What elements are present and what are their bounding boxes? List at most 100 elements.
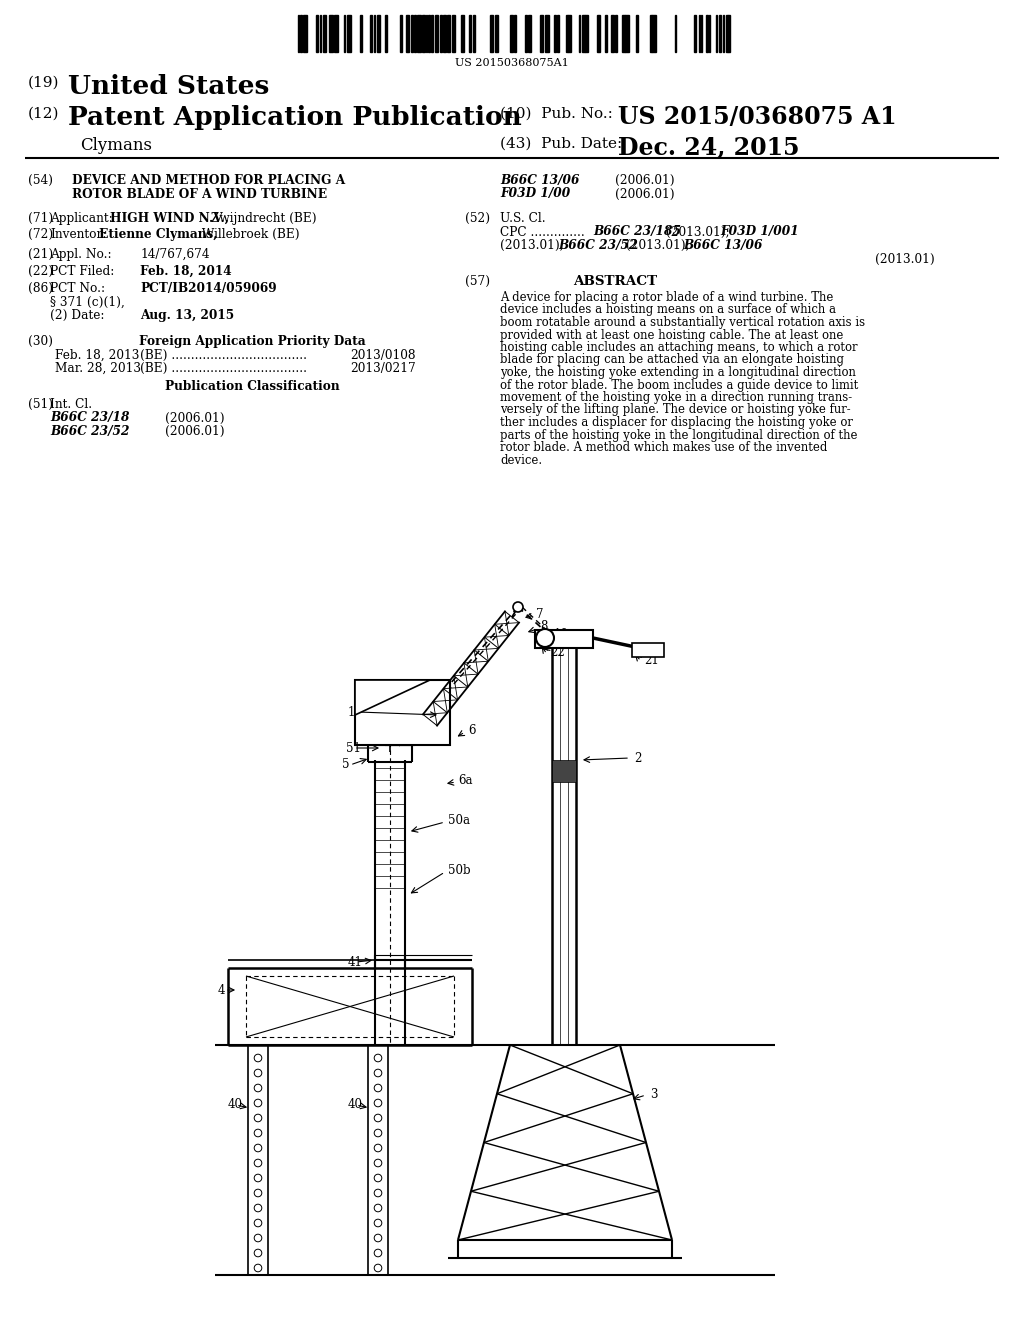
Text: Clymans: Clymans bbox=[80, 137, 152, 154]
Bar bbox=[545, 15, 549, 51]
Bar bbox=[469, 15, 471, 51]
Text: (2006.01): (2006.01) bbox=[165, 425, 224, 438]
Bar bbox=[446, 15, 450, 51]
Text: B66C 23/52: B66C 23/52 bbox=[50, 425, 129, 438]
Text: 14/767,674: 14/767,674 bbox=[140, 248, 210, 261]
Bar bbox=[614, 15, 616, 51]
Text: PCT/IB2014/059069: PCT/IB2014/059069 bbox=[140, 282, 276, 294]
Text: (2013.01);: (2013.01); bbox=[622, 239, 690, 252]
Text: Appl. No.:: Appl. No.: bbox=[50, 248, 112, 261]
Text: hoisting cable includes an attaching means, to which a rotor: hoisting cable includes an attaching mea… bbox=[500, 341, 857, 354]
Text: ther includes a displacer for displacing the hoisting yoke or: ther includes a displacer for displacing… bbox=[500, 416, 853, 429]
Bar bbox=[700, 15, 701, 51]
Bar bbox=[726, 15, 728, 51]
Bar bbox=[374, 15, 375, 51]
Text: United States: United States bbox=[68, 74, 269, 99]
Bar bbox=[443, 15, 445, 51]
Bar bbox=[495, 15, 498, 51]
Text: 2013/0108: 2013/0108 bbox=[350, 348, 416, 362]
Text: (86): (86) bbox=[28, 282, 53, 294]
Text: Publication Classification: Publication Classification bbox=[165, 380, 339, 393]
Text: (57): (57) bbox=[465, 275, 490, 288]
Text: (2013.01);: (2013.01); bbox=[500, 239, 564, 252]
Text: 2: 2 bbox=[634, 751, 641, 764]
Text: PCT No.:: PCT No.: bbox=[50, 282, 105, 294]
Bar bbox=[568, 15, 570, 51]
Bar bbox=[707, 15, 708, 51]
Bar bbox=[303, 15, 307, 51]
Text: (30): (30) bbox=[28, 335, 53, 348]
Bar bbox=[428, 15, 430, 51]
Text: Patent Application Publication: Patent Application Publication bbox=[68, 106, 522, 129]
Text: (BE) ...................................: (BE) ................................... bbox=[140, 362, 307, 375]
Bar bbox=[636, 15, 638, 51]
Bar bbox=[514, 15, 516, 51]
Bar bbox=[632, 643, 664, 657]
Bar bbox=[716, 15, 718, 51]
Text: yoke, the hoisting yoke extending in a longitudinal direction: yoke, the hoisting yoke extending in a l… bbox=[500, 366, 856, 379]
Text: B66C 23/52: B66C 23/52 bbox=[558, 239, 638, 252]
Bar bbox=[622, 15, 625, 51]
Bar bbox=[582, 15, 585, 51]
Text: (2006.01): (2006.01) bbox=[615, 174, 675, 187]
Text: § 371 (c)(1),: § 371 (c)(1), bbox=[50, 296, 125, 309]
Text: Inventor:: Inventor: bbox=[50, 228, 106, 242]
Text: 5: 5 bbox=[342, 759, 349, 771]
Text: (21): (21) bbox=[28, 248, 53, 261]
Text: PCT Filed:: PCT Filed: bbox=[50, 265, 115, 279]
Text: (51): (51) bbox=[28, 399, 53, 411]
Bar bbox=[298, 15, 299, 51]
Bar bbox=[411, 15, 413, 51]
Bar bbox=[605, 15, 607, 51]
Text: (BE) ...................................: (BE) ................................... bbox=[140, 348, 307, 362]
Text: (19): (19) bbox=[28, 77, 59, 90]
Text: US 2015/0368075 A1: US 2015/0368075 A1 bbox=[618, 106, 897, 129]
Bar bbox=[528, 15, 530, 51]
Text: Etienne Clymans,: Etienne Clymans, bbox=[99, 228, 217, 242]
Bar bbox=[585, 15, 588, 51]
Bar bbox=[597, 15, 600, 51]
Bar bbox=[319, 15, 322, 51]
Text: B66C 13/06: B66C 13/06 bbox=[683, 239, 763, 252]
Bar bbox=[719, 15, 721, 51]
Text: (2006.01): (2006.01) bbox=[615, 187, 675, 201]
Bar bbox=[652, 15, 655, 51]
Bar bbox=[360, 15, 361, 51]
Text: B66C 23/18: B66C 23/18 bbox=[50, 412, 129, 425]
Bar bbox=[694, 15, 696, 51]
Bar bbox=[431, 15, 433, 51]
Bar bbox=[344, 15, 345, 51]
Circle shape bbox=[513, 602, 523, 612]
Bar bbox=[300, 15, 302, 51]
Text: 21: 21 bbox=[644, 653, 658, 667]
Text: 22: 22 bbox=[550, 645, 565, 659]
Bar bbox=[418, 15, 421, 51]
Text: (10)  Pub. No.:: (10) Pub. No.: bbox=[500, 107, 613, 121]
Bar bbox=[426, 15, 427, 51]
Bar bbox=[535, 630, 593, 648]
Text: (2013.01): (2013.01) bbox=[874, 252, 935, 265]
Text: Int. Cl.: Int. Cl. bbox=[50, 399, 92, 411]
Text: Dec. 24, 2015: Dec. 24, 2015 bbox=[618, 135, 800, 158]
Text: Mar. 28, 2013: Mar. 28, 2013 bbox=[55, 362, 141, 375]
Polygon shape bbox=[355, 680, 430, 715]
Circle shape bbox=[536, 630, 554, 647]
Bar bbox=[723, 15, 724, 51]
Text: (2006.01): (2006.01) bbox=[165, 412, 224, 425]
Text: ROTOR BLADE OF A WIND TURBINE: ROTOR BLADE OF A WIND TURBINE bbox=[72, 187, 327, 201]
Bar bbox=[377, 15, 380, 51]
Text: of the rotor blade. The boom includes a guide device to limit: of the rotor blade. The boom includes a … bbox=[500, 379, 858, 392]
Bar bbox=[406, 15, 409, 51]
Text: F03D 1/00: F03D 1/00 bbox=[500, 187, 570, 201]
Bar bbox=[675, 15, 677, 51]
Bar bbox=[566, 15, 567, 51]
Bar bbox=[461, 15, 464, 51]
Text: device includes a hoisting means on a surface of which a: device includes a hoisting means on a su… bbox=[500, 304, 836, 317]
Bar bbox=[650, 15, 652, 51]
Bar bbox=[554, 15, 556, 51]
Text: 2013/0217: 2013/0217 bbox=[350, 362, 416, 375]
Text: parts of the hoisting yoke in the longitudinal direction of the: parts of the hoisting yoke in the longit… bbox=[500, 429, 857, 441]
Text: F03D 1/001: F03D 1/001 bbox=[720, 226, 799, 239]
Bar bbox=[557, 15, 559, 51]
Text: boom rotatable around a substantially vertical rotation axis is: boom rotatable around a substantially ve… bbox=[500, 315, 865, 329]
